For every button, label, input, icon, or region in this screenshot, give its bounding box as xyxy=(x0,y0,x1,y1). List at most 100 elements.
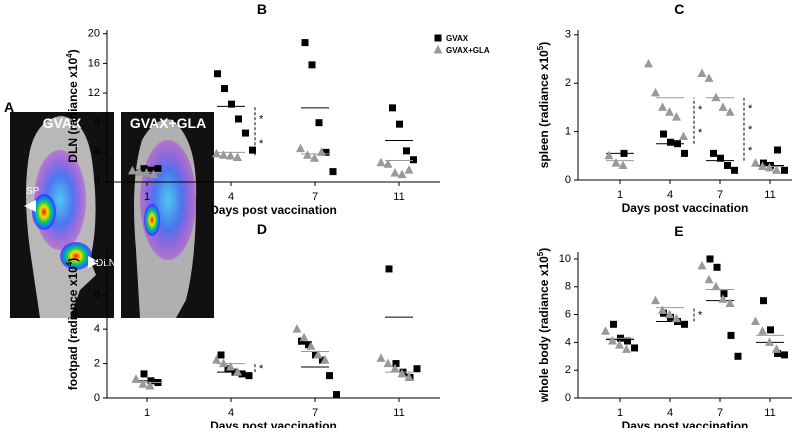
point xyxy=(219,150,228,159)
point xyxy=(725,298,735,307)
point xyxy=(751,158,760,167)
y-label-close: ) xyxy=(537,42,551,46)
point xyxy=(217,351,225,359)
point xyxy=(303,150,312,159)
marker-label: DLN xyxy=(96,258,116,269)
point xyxy=(604,150,614,160)
point xyxy=(718,102,728,111)
marker-label: SP xyxy=(26,186,40,197)
legend-marker xyxy=(434,34,442,42)
image-panel: A GVAX GVAX+GLA SP DLN xyxy=(4,99,214,318)
point xyxy=(245,372,253,380)
point xyxy=(404,165,414,174)
y-label-exponent: 5 xyxy=(536,251,545,256)
point xyxy=(710,149,717,157)
x-axis-label: Days post vaccination xyxy=(622,201,749,215)
significance-mark: * xyxy=(698,127,703,139)
point xyxy=(704,73,714,82)
y-tick-label: 8 xyxy=(94,254,100,266)
x-tick-label: 7 xyxy=(312,191,318,203)
point xyxy=(329,168,337,176)
point xyxy=(651,87,660,97)
legend-marker xyxy=(433,45,443,54)
point xyxy=(308,61,316,69)
panel-label: E xyxy=(674,223,683,239)
signal xyxy=(32,194,56,230)
point xyxy=(390,363,400,373)
point xyxy=(376,157,386,167)
point xyxy=(725,107,735,116)
significance-mark: * xyxy=(748,145,753,157)
significance-mark: * xyxy=(748,124,753,136)
x-axis-label: Days post vaccination xyxy=(210,419,337,428)
y-label-exponent: 4 xyxy=(65,53,74,58)
y-axis-label: footpad (radiance x104) xyxy=(65,258,80,390)
point xyxy=(660,130,667,138)
y-tick-label: 12 xyxy=(88,87,100,99)
x-tick-label: 1 xyxy=(144,407,150,419)
point xyxy=(615,340,624,349)
point xyxy=(212,148,221,158)
point xyxy=(397,169,407,179)
point xyxy=(781,166,788,174)
significance-mark: * xyxy=(259,138,264,150)
point xyxy=(681,149,688,157)
point xyxy=(228,100,235,108)
point xyxy=(758,326,767,335)
y-tick-label: 1 xyxy=(565,126,571,138)
point xyxy=(404,372,414,381)
point xyxy=(292,324,302,333)
y-label-close: ) xyxy=(537,248,551,252)
point xyxy=(296,143,305,153)
point xyxy=(760,297,767,305)
point xyxy=(713,263,721,271)
point xyxy=(306,341,316,350)
point xyxy=(249,146,256,154)
point xyxy=(383,159,393,168)
point xyxy=(651,295,660,305)
y-tick-label: 10 xyxy=(559,253,571,265)
point xyxy=(774,146,781,154)
point xyxy=(767,326,774,334)
point xyxy=(734,352,742,360)
x-tick-label: 1 xyxy=(617,407,623,419)
significance-mark: * xyxy=(698,104,703,116)
point xyxy=(226,151,235,160)
point xyxy=(413,365,421,373)
y-tick-label: 6 xyxy=(94,289,100,301)
point xyxy=(667,138,674,146)
y-label-text: DLN (radiance x10 xyxy=(66,58,80,163)
point xyxy=(681,320,688,328)
significance-mark: * xyxy=(748,103,753,115)
x-tick-label: 11 xyxy=(393,191,404,203)
y-label-close: ) xyxy=(66,258,80,262)
point xyxy=(622,344,631,353)
y-tick-label: 2 xyxy=(565,364,571,376)
x-tick-label: 4 xyxy=(667,189,673,201)
point xyxy=(135,167,144,176)
panel-label: A xyxy=(4,99,14,115)
chart-panel: D 0 2 4 6 8 1 4 7 11 Days post vaccination footpad … xyxy=(65,221,440,433)
x-tick-label: 7 xyxy=(312,407,318,419)
y-tick-label: 6 xyxy=(565,308,571,320)
point xyxy=(697,260,707,270)
x-tick-label: 11 xyxy=(764,189,775,201)
point xyxy=(760,159,767,167)
x-tick-label: 1 xyxy=(617,189,623,201)
point xyxy=(704,274,714,284)
point xyxy=(731,166,738,174)
point xyxy=(226,362,235,371)
point xyxy=(219,358,228,368)
image-title: GVAX xyxy=(43,115,82,131)
point xyxy=(233,367,242,376)
y-axis-label: spleen (radiance x105) xyxy=(536,42,551,169)
y-tick-label: 20 xyxy=(88,28,100,40)
point xyxy=(390,168,400,177)
x-tick-label: 11 xyxy=(393,407,404,419)
point xyxy=(611,158,621,167)
point xyxy=(221,85,228,93)
point xyxy=(772,344,781,353)
point xyxy=(658,102,667,111)
point xyxy=(644,58,653,68)
